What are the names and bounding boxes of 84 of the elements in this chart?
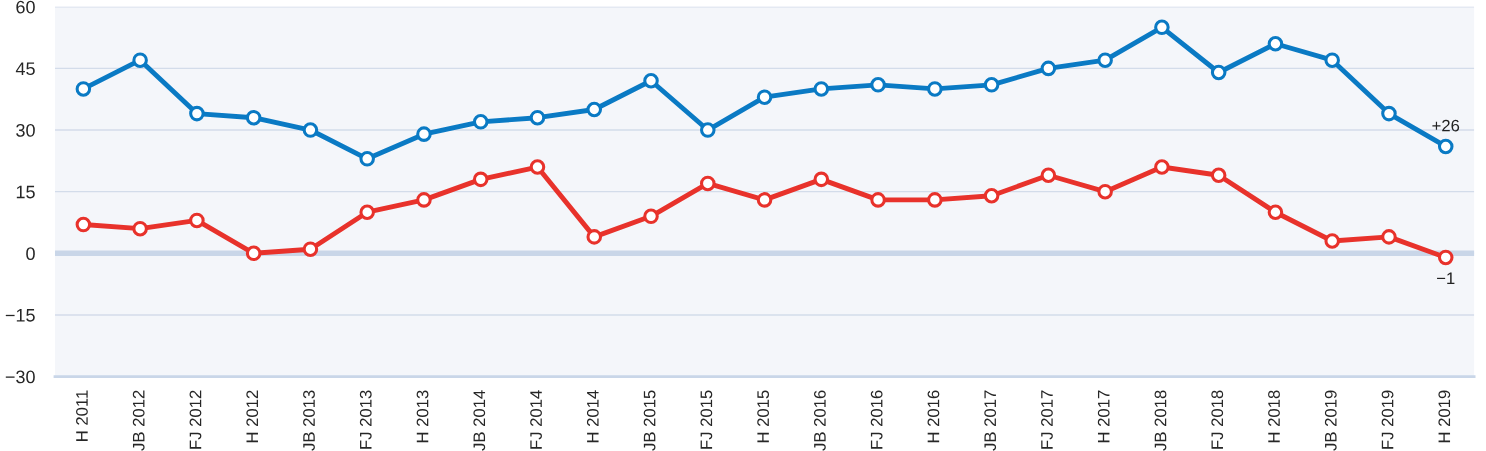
x-tick-label: H 2011 xyxy=(76,390,88,441)
x-tick-label: JB 2014 xyxy=(473,390,486,451)
x-tick-label: H 2019 xyxy=(1438,390,1451,443)
y-tick-label: −15 xyxy=(5,309,35,322)
point xyxy=(1381,229,1397,245)
point xyxy=(1324,52,1340,68)
point xyxy=(472,171,489,188)
point xyxy=(302,241,319,257)
point xyxy=(756,89,773,105)
point xyxy=(813,171,830,188)
point xyxy=(132,52,148,68)
point xyxy=(1097,52,1113,68)
y-tick-label: 30 xyxy=(16,123,35,137)
y-tick-label: 15 xyxy=(16,185,35,199)
x-tick-label: JB 2018 xyxy=(1154,390,1167,451)
x-tick-label: H 2018 xyxy=(1268,390,1280,443)
x-tick-label: FJ 2015 xyxy=(700,390,713,449)
point xyxy=(1437,138,1454,155)
point xyxy=(1437,249,1454,266)
point xyxy=(983,188,1000,204)
point xyxy=(1381,105,1397,122)
y-tick-label: 60 xyxy=(16,0,35,14)
point xyxy=(359,204,375,220)
point xyxy=(1210,167,1227,184)
point xyxy=(472,114,489,130)
y-tick-label: 0 xyxy=(26,247,35,261)
point xyxy=(416,126,432,142)
point xyxy=(416,192,432,208)
x-tick-label: JB 2019 xyxy=(1324,390,1337,451)
point xyxy=(75,81,92,97)
point xyxy=(927,192,943,208)
point xyxy=(700,175,716,192)
point xyxy=(132,220,148,237)
point xyxy=(813,81,830,97)
x-tick-label: FJ 2013 xyxy=(359,390,372,449)
point xyxy=(189,212,205,229)
point xyxy=(756,192,773,208)
x-tick-label: H 2013 xyxy=(416,390,429,443)
point xyxy=(700,122,716,138)
data-label: +26 xyxy=(1432,119,1460,132)
point xyxy=(870,77,886,93)
point xyxy=(870,192,886,208)
x-tick-label: H 2014 xyxy=(586,390,599,443)
point xyxy=(359,151,375,167)
point xyxy=(1097,183,1113,200)
x-tick-label: H 2017 xyxy=(1097,390,1110,443)
point xyxy=(529,159,546,175)
point xyxy=(1040,60,1057,77)
x-tick-label: JB 2015 xyxy=(643,390,656,451)
point xyxy=(1324,233,1340,249)
x-tick-label: JB 2013 xyxy=(303,390,315,451)
point xyxy=(643,208,659,225)
point xyxy=(643,72,659,89)
y-tick-label: 45 xyxy=(15,62,35,76)
point xyxy=(1154,159,1170,175)
x-tick-label: H 2012 xyxy=(246,390,259,443)
point xyxy=(302,122,319,138)
x-tick-label: H 2016 xyxy=(927,390,940,443)
x-tick-label: JB 2017 xyxy=(984,390,997,451)
point xyxy=(983,77,1000,93)
point xyxy=(245,109,262,126)
point xyxy=(1267,35,1284,52)
x-tick-label: FJ 2017 xyxy=(1041,390,1053,449)
x-tick-label: H 2015 xyxy=(757,390,770,443)
x-tick-label: FJ 2014 xyxy=(530,390,542,449)
x-tick-label: FJ 2018 xyxy=(1211,390,1224,449)
point xyxy=(75,216,92,233)
point xyxy=(189,105,205,122)
point xyxy=(586,101,603,118)
x-tick-label: FJ 2012 xyxy=(189,390,202,449)
point xyxy=(245,245,262,262)
data-label: −1 xyxy=(1437,272,1455,284)
x-tick-label: FJ 2016 xyxy=(870,390,883,449)
point xyxy=(1040,167,1057,184)
x-tick-label: JB 2016 xyxy=(813,390,826,451)
point xyxy=(1210,64,1227,81)
y-tick-label: −30 xyxy=(5,370,35,384)
point xyxy=(927,81,943,97)
point xyxy=(1154,19,1170,36)
point xyxy=(586,229,603,245)
point xyxy=(1267,204,1284,220)
point xyxy=(529,109,546,126)
x-tick-label: FJ 2019 xyxy=(1381,390,1394,449)
x-tick-label: JB 2012 xyxy=(132,390,145,451)
